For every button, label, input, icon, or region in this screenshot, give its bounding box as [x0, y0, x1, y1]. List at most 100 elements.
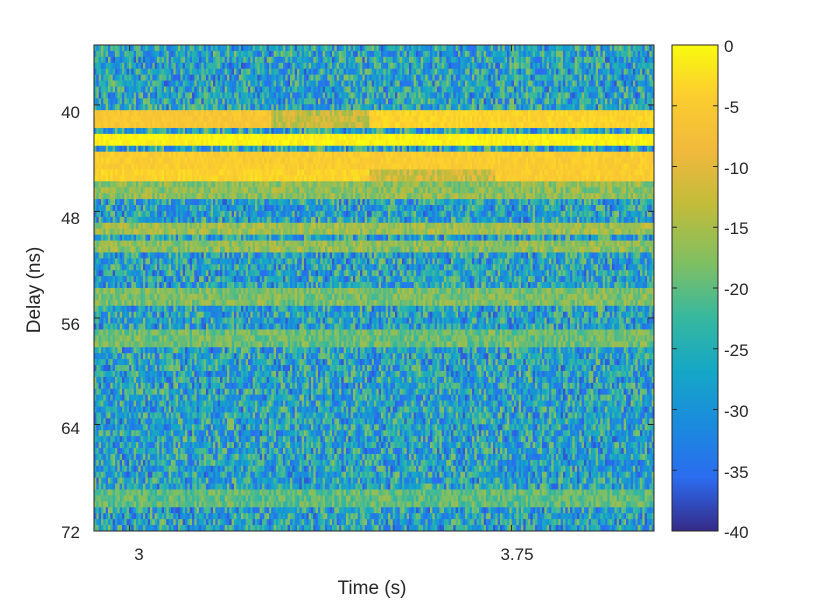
heatmap-cell — [120, 81, 123, 87]
heatmap-cell — [547, 140, 550, 146]
heatmap-cell — [479, 110, 482, 116]
heatmap-cell — [295, 116, 298, 122]
heatmap-cell — [246, 75, 249, 81]
heatmap-cell — [222, 140, 225, 146]
heatmap-cell — [311, 116, 314, 122]
heatmap-cell — [565, 104, 568, 110]
heatmap-cell — [605, 140, 608, 146]
heatmap-cell — [465, 69, 468, 75]
heatmap-cell — [106, 98, 109, 104]
heatmap-cell — [351, 51, 354, 57]
heatmap-cell — [617, 104, 620, 110]
heatmap-cell — [500, 140, 503, 146]
heatmap-cell — [281, 134, 284, 140]
heatmap-cell — [358, 104, 361, 110]
heatmap-cell — [537, 104, 540, 110]
heatmap-cell — [540, 63, 543, 69]
heatmap-cell — [285, 98, 288, 104]
heatmap-cell — [96, 128, 99, 134]
heatmap-cell — [628, 140, 631, 146]
heatmap-cell — [353, 140, 356, 146]
heatmap-cell — [332, 75, 335, 81]
heatmap-cell — [339, 146, 342, 152]
heatmap-cell — [395, 63, 398, 69]
heatmap-cell — [640, 75, 643, 81]
heatmap-cell — [358, 140, 361, 146]
heatmap-cell — [575, 69, 578, 75]
heatmap-cell — [565, 63, 568, 69]
heatmap-cell — [570, 81, 573, 87]
heatmap-cell — [159, 128, 162, 134]
heatmap-cell — [425, 51, 428, 57]
heatmap-cell — [360, 134, 363, 140]
heatmap-cell — [372, 140, 375, 146]
heatmap-cell — [498, 158, 501, 164]
heatmap-cell — [547, 75, 550, 81]
heatmap-cell — [642, 51, 645, 57]
heatmap-cell — [628, 152, 631, 158]
heatmap-cell — [250, 110, 253, 116]
heatmap-cell — [633, 63, 636, 69]
heatmap-cell — [635, 122, 638, 128]
heatmap-cell — [255, 45, 258, 51]
heatmap-cell — [647, 134, 650, 140]
heatmap-cell — [386, 98, 389, 104]
heatmap-cell — [316, 63, 319, 69]
heatmap-cell — [470, 51, 473, 57]
heatmap-cell — [264, 146, 267, 152]
heatmap-cell — [635, 86, 638, 92]
heatmap-cell — [549, 98, 552, 104]
heatmap-cell — [477, 104, 480, 110]
heatmap-cell — [274, 63, 277, 69]
heatmap-cell — [512, 51, 515, 57]
heatmap-cell — [495, 116, 498, 122]
heatmap-cell — [129, 158, 132, 164]
heatmap-cell — [617, 110, 620, 116]
heatmap-cell — [365, 158, 368, 164]
heatmap-cell — [596, 45, 599, 51]
heatmap-cell — [264, 98, 267, 104]
heatmap-cell — [339, 122, 342, 128]
heatmap-cell — [267, 110, 270, 116]
heatmap-cell — [218, 134, 221, 140]
heatmap-cell — [129, 63, 132, 69]
heatmap-cell — [495, 110, 498, 116]
heatmap-cell — [589, 45, 592, 51]
heatmap-cell — [201, 122, 204, 128]
heatmap-cell — [108, 146, 111, 152]
heatmap-cell — [180, 164, 183, 170]
heatmap-cell — [159, 75, 162, 81]
heatmap-cell — [124, 63, 127, 69]
heatmap-cell — [365, 110, 368, 116]
heatmap-cell — [565, 134, 568, 140]
heatmap-cell — [164, 45, 167, 51]
heatmap-cell — [110, 98, 113, 104]
heatmap-cell — [136, 122, 139, 128]
heatmap-cell — [458, 104, 461, 110]
heatmap-cell — [113, 75, 116, 81]
heatmap-cell — [479, 134, 482, 140]
heatmap-cell — [206, 98, 209, 104]
heatmap-cell — [533, 158, 536, 164]
heatmap-cell — [334, 69, 337, 75]
heatmap-cell — [635, 63, 638, 69]
heatmap-cell — [649, 92, 652, 98]
heatmap-cell — [136, 63, 139, 69]
heatmap-cell — [428, 122, 431, 128]
heatmap-cell — [549, 152, 552, 158]
heatmap-cell — [572, 128, 575, 134]
heatmap-cell — [493, 51, 496, 57]
heatmap-cell — [647, 110, 650, 116]
heatmap-cell — [633, 69, 636, 75]
heatmap-cell — [584, 152, 587, 158]
heatmap-cell — [383, 98, 386, 104]
heatmap-cell — [120, 45, 123, 51]
heatmap-cell — [166, 81, 169, 87]
heatmap-cell — [549, 45, 552, 51]
heatmap-cell — [124, 164, 127, 170]
heatmap-cell — [323, 57, 326, 63]
heatmap-cell — [374, 92, 377, 98]
heatmap-cell — [96, 158, 99, 164]
heatmap-cell — [649, 158, 652, 164]
heatmap-cell — [260, 98, 263, 104]
